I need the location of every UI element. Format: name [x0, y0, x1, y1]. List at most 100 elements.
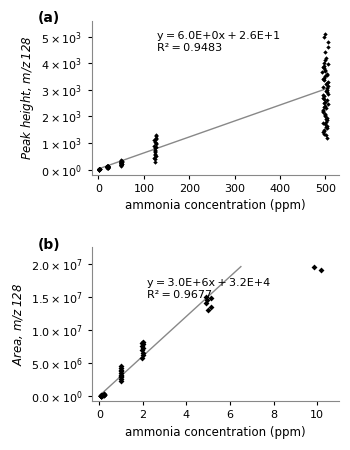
Point — [322, 98, 328, 105]
Point — [118, 162, 124, 169]
Point — [118, 160, 124, 167]
Point — [99, 392, 104, 400]
Point — [152, 137, 157, 144]
Point — [118, 364, 124, 372]
Point — [320, 108, 326, 115]
Point — [322, 121, 328, 128]
Point — [153, 153, 159, 160]
Point — [119, 160, 124, 167]
Point — [119, 158, 124, 165]
Point — [323, 105, 329, 112]
Point — [105, 163, 110, 171]
Point — [323, 123, 329, 130]
Point — [323, 112, 328, 119]
Point — [97, 166, 102, 173]
Point — [97, 166, 102, 173]
Point — [105, 163, 110, 170]
Point — [139, 339, 145, 346]
Point — [99, 392, 104, 399]
Point — [97, 166, 102, 173]
Point — [118, 158, 124, 166]
Point — [325, 101, 330, 108]
Point — [320, 76, 326, 83]
Point — [152, 151, 158, 158]
Point — [324, 80, 330, 87]
Point — [97, 166, 102, 173]
Point — [324, 97, 330, 104]
Point — [321, 74, 327, 81]
Point — [152, 155, 158, 162]
Point — [323, 102, 328, 109]
Point — [105, 163, 110, 171]
Point — [312, 263, 317, 270]
Point — [153, 146, 158, 153]
Point — [118, 369, 124, 376]
Point — [97, 166, 102, 173]
Text: (a): (a) — [37, 11, 60, 25]
Point — [118, 378, 124, 385]
Point — [324, 125, 329, 132]
Point — [99, 392, 104, 399]
Y-axis label: Peak height, $m$/$z$ 128: Peak height, $m$/$z$ 128 — [19, 36, 36, 160]
Point — [324, 70, 330, 77]
Point — [118, 373, 124, 380]
Point — [105, 164, 110, 171]
Point — [119, 161, 124, 168]
Point — [97, 166, 102, 173]
Point — [320, 106, 326, 113]
Point — [321, 33, 327, 40]
Point — [105, 163, 110, 170]
Point — [153, 134, 158, 141]
Point — [324, 85, 330, 92]
Point — [105, 164, 110, 171]
Point — [152, 147, 158, 154]
Point — [105, 163, 111, 171]
Point — [324, 54, 329, 61]
Point — [325, 90, 330, 97]
X-axis label: ammonia concentration (ppm): ammonia concentration (ppm) — [125, 199, 306, 212]
Point — [152, 138, 158, 145]
Point — [118, 371, 124, 378]
Point — [208, 294, 213, 302]
Point — [105, 164, 111, 171]
Point — [324, 86, 330, 93]
Point — [322, 110, 328, 117]
Point — [119, 376, 124, 383]
Point — [97, 166, 102, 173]
Point — [118, 363, 124, 370]
Point — [203, 300, 209, 307]
Point — [322, 66, 328, 73]
Point — [322, 130, 327, 137]
Point — [118, 162, 124, 169]
Point — [139, 346, 145, 353]
Point — [325, 38, 331, 45]
Point — [119, 157, 124, 164]
Point — [97, 166, 102, 173]
Point — [97, 166, 102, 173]
Point — [140, 351, 146, 359]
Point — [105, 164, 110, 171]
Point — [320, 119, 326, 126]
Point — [101, 392, 107, 399]
Point — [323, 81, 328, 88]
Point — [140, 341, 146, 348]
Point — [153, 144, 159, 151]
Point — [105, 164, 110, 171]
Point — [140, 345, 146, 352]
Point — [323, 116, 328, 123]
Point — [320, 63, 326, 71]
Point — [118, 161, 124, 168]
Point — [97, 165, 102, 172]
Point — [321, 65, 327, 72]
Point — [208, 303, 213, 310]
Point — [98, 392, 104, 399]
Point — [321, 59, 327, 67]
Point — [118, 158, 124, 165]
Point — [325, 61, 331, 68]
Text: y = 3.0E+6x + 3.2E+4
R² = 0.9677: y = 3.0E+6x + 3.2E+4 R² = 0.9677 — [147, 278, 271, 300]
Point — [321, 99, 327, 107]
Point — [322, 126, 327, 133]
Point — [325, 82, 330, 90]
Point — [318, 266, 324, 274]
Point — [140, 349, 146, 356]
